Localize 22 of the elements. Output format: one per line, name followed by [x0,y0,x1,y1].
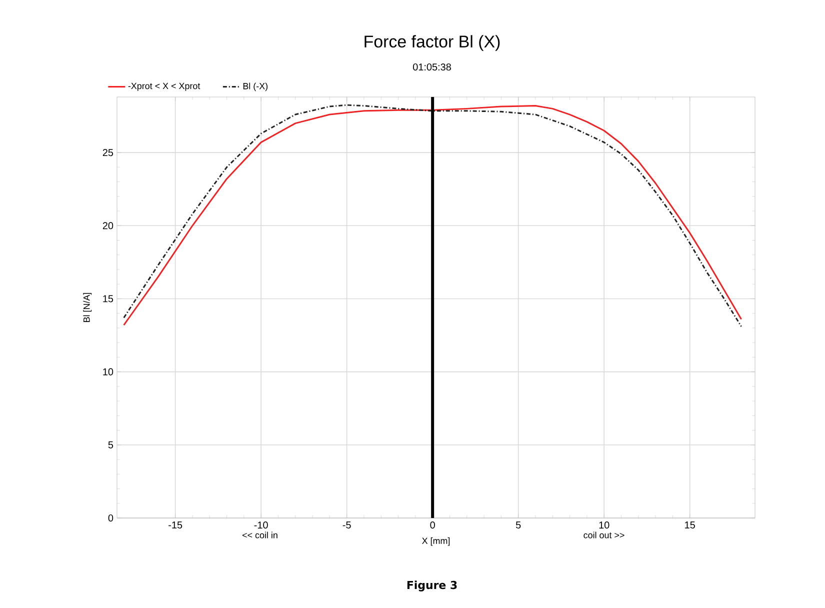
caption: Figure 3 [407,580,457,592]
y-tick-label: 10 [103,368,114,376]
y-tick-label: 25 [102,149,114,156]
y-tick-label: 15 [103,295,114,302]
y-tick-label: 0 [108,514,114,522]
x-tick-label: 5 [516,522,521,528]
legend-label: Bl (-X) [243,82,268,92]
text: << coil in [242,532,278,538]
x-tick-label: -10 [254,522,268,529]
x-tick-label: -5 [342,522,351,528]
chart-subtitle: 01:05:38 [413,63,451,71]
x-axis-title: X [mm] [422,537,450,546]
x-tick-label: 0 [430,522,435,529]
text: coil out >> [584,532,624,538]
legend-label: -Xprot < X < Xprot [128,82,200,91]
x-tick-label: 15 [685,522,695,528]
y-tick-label: 5 [108,441,114,448]
y-axis-title: Bl [N/A] [83,292,92,322]
y-tick-label: 20 [102,222,114,230]
x-tick-label: 10 [599,522,610,529]
chart-title: Force factor Bl (X) [364,35,500,51]
x-tick-label: -15 [168,522,182,528]
